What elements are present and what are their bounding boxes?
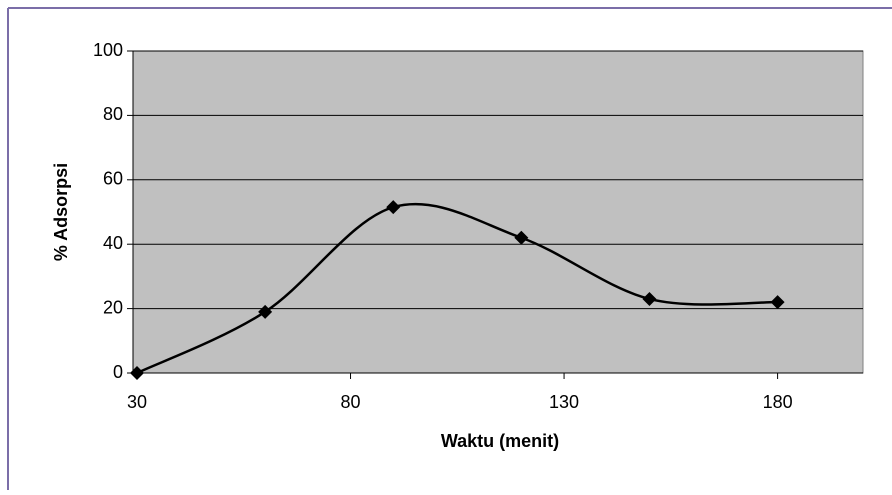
y-tick-label: 0: [113, 362, 123, 382]
y-tick-label: 80: [103, 104, 123, 124]
marker: [514, 230, 529, 245]
marker: [386, 200, 401, 215]
marker: [642, 291, 657, 306]
marker: [770, 295, 785, 310]
y-tick-label: 20: [103, 297, 123, 317]
marker: [130, 366, 144, 380]
y-tick-label: 40: [103, 233, 123, 253]
marker: [258, 304, 273, 319]
x-tick-label: 130: [549, 392, 579, 412]
y-tick-label: 100: [93, 40, 123, 60]
series-line: [136, 202, 778, 375]
x-axis-title: Waktu (menit): [441, 431, 559, 451]
x-tick-label: 30: [127, 392, 147, 412]
x-tick-label: 80: [341, 392, 361, 412]
y-tick-label: 60: [103, 169, 123, 189]
x-tick-label: 180: [763, 392, 793, 412]
y-axis-title: % Adsorpsi: [51, 163, 71, 261]
